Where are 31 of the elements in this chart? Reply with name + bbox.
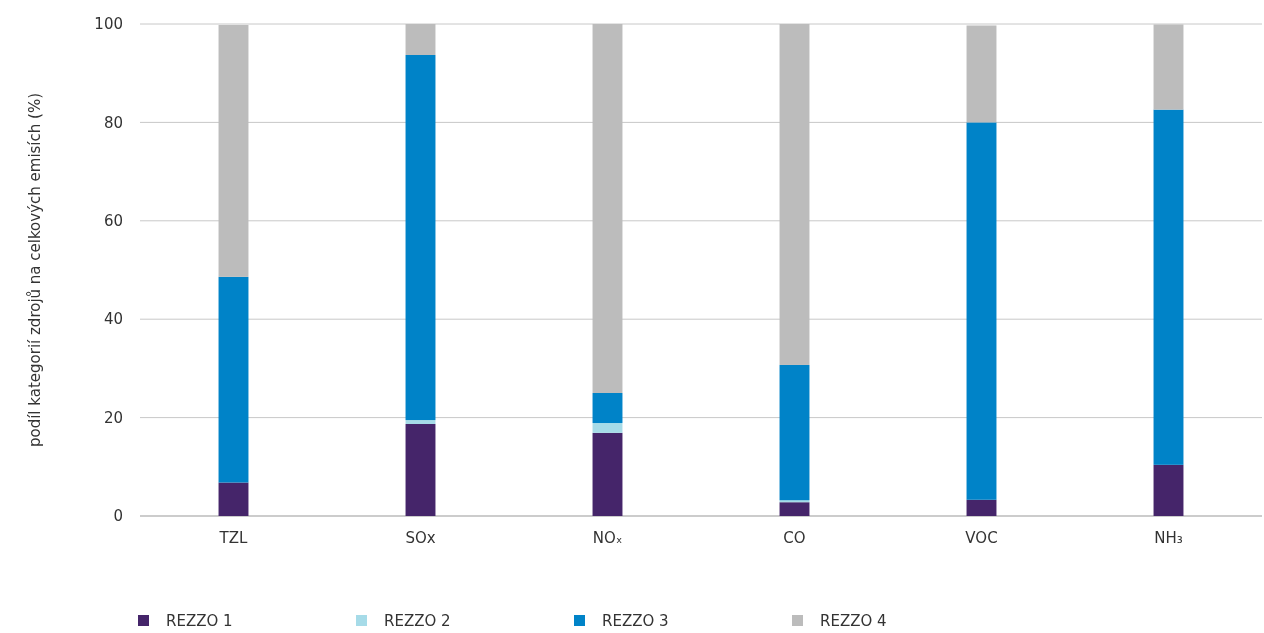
bar [1153, 109, 1184, 465]
y-tick-label: 0 [113, 507, 123, 526]
legend-label: REZZO 4 [820, 612, 887, 631]
y-tick-label: 40 [103, 310, 123, 329]
x-tick-label: NOₓ [592, 529, 623, 547]
bar [1153, 464, 1184, 516]
bar [405, 424, 436, 516]
legend-label: REZZO 3 [602, 612, 669, 631]
bar [405, 55, 436, 421]
legend-label: REZZO 1 [166, 612, 233, 631]
bar [218, 276, 249, 483]
x-tick-label: VOC [965, 529, 998, 547]
y-tick-label: 60 [103, 212, 123, 231]
bar [592, 423, 623, 433]
bar [218, 482, 249, 516]
y-axis-title: podíl kategorií zdrojů na celkových emisích (%) [26, 92, 44, 448]
bar [592, 432, 623, 516]
bar [779, 502, 810, 516]
bar [779, 364, 810, 501]
x-tick-label: TZL [218, 529, 249, 547]
y-tick-label: 80 [103, 113, 123, 132]
bar [966, 499, 997, 516]
bar [405, 420, 436, 424]
x-tick-label: CO [783, 529, 806, 547]
bar [592, 393, 623, 424]
y-tick-label: 100 [94, 15, 123, 34]
y-tick-label: 20 [103, 408, 123, 427]
bar [966, 122, 997, 500]
x-tick-label: NH₃ [1154, 529, 1183, 547]
legend-label: REZZO 2 [384, 612, 451, 631]
x-tick-label: SOx [405, 529, 436, 547]
